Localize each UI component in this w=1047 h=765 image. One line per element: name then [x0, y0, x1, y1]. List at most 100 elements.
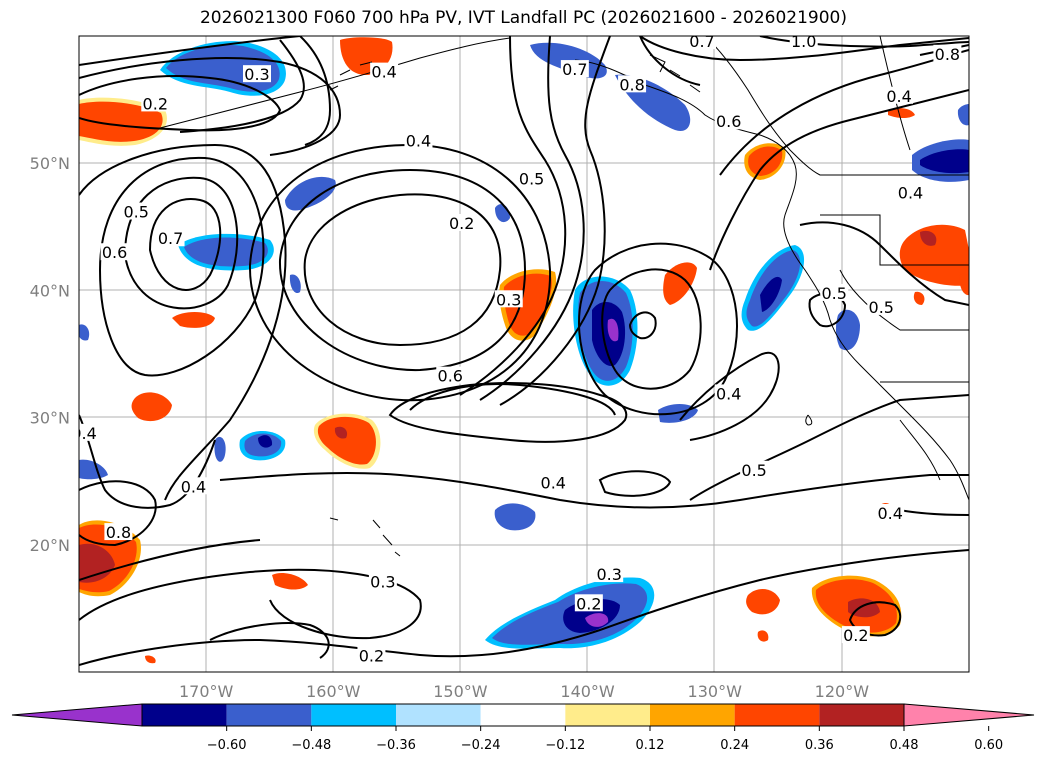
contour-label: 0.5: [519, 169, 544, 188]
lon-tick-label: 150°W: [433, 682, 488, 701]
contour-label-bg: [841, 626, 870, 644]
contour-label-bg: [494, 290, 523, 308]
contour-label: 0.3: [496, 290, 521, 309]
contour-label: 0.3: [596, 565, 621, 584]
contour-label-bg: [179, 477, 208, 495]
colorbar-frame: [141, 703, 905, 727]
contour-label: 0.4: [71, 424, 96, 443]
contour-label-bg: [368, 572, 397, 590]
contour-label: 0.4: [371, 63, 396, 82]
colorbar-swatch: [226, 704, 312, 726]
contour-label: 0.8: [935, 45, 960, 64]
contour-label: 0.4: [886, 87, 911, 106]
longitude-tick-labels: 170°W 160°W 150°W 140°W 130°W 120°W: [179, 682, 869, 701]
lat-tick-label: 30°N: [30, 409, 70, 428]
contour-label-bg: [539, 473, 568, 491]
contour-label-bg: [370, 62, 399, 80]
contour-label: 0.5: [869, 298, 894, 317]
colorbar-swatch: [650, 704, 735, 726]
contour-label: 0.5: [123, 203, 148, 222]
ivt-shading: [79, 37, 969, 664]
contour-label-bg: [100, 243, 129, 261]
contour-label-bg: [714, 112, 743, 130]
contour-label: 0.8: [619, 75, 644, 94]
contour-label-bg: [933, 44, 962, 62]
contour-label-bg: [618, 75, 647, 93]
colorbar-tick-label: −0.60: [207, 738, 247, 753]
colorbar-swatch: [480, 704, 566, 726]
latitude-tick-labels: 20°N 30°N 40°N 50°N: [30, 154, 70, 555]
lon-tick-label: 140°W: [560, 682, 615, 701]
contour-label-bg: [714, 384, 743, 402]
colorbar: −0.60 −0.48 −0.36 −0.24 −0.12 0.12 0.24 0.36 0.4…: [11, 703, 1035, 753]
contour-label: 0.2: [576, 594, 601, 613]
contour-label-bg: [156, 229, 185, 247]
contour-label: 0.7: [562, 60, 587, 79]
contour-label: 0.6: [102, 243, 127, 262]
contour-label-bg: [595, 565, 624, 583]
contour-label: 0.6: [438, 367, 463, 386]
contour-label: 0.6: [716, 112, 741, 131]
lon-tick-label: 160°W: [306, 682, 361, 701]
colorbar-tick-label: −0.36: [376, 738, 416, 753]
lon-tick-label: 170°W: [179, 682, 234, 701]
pos-blob-great-basin: [899, 224, 969, 286]
contour-label-bg: [517, 169, 546, 187]
contour-label: 0.7: [689, 32, 714, 51]
graticule: [79, 36, 969, 672]
neg-blob-south: [494, 503, 536, 531]
colorbar-max-extension: [903, 703, 1035, 727]
contour-label-bg: [740, 460, 769, 478]
colorbar-tick-label: −0.48: [291, 738, 331, 753]
contour-label-bg: [820, 283, 849, 301]
colorbar-tick-label: 0.60: [974, 738, 1003, 753]
contour-label-bg: [447, 213, 476, 231]
contour-label-bg: [896, 183, 925, 201]
positive-anomaly-regions: [79, 37, 969, 664]
contour-labels: 0.3 0.4 0.7 1.0 0.8 0.2 0.7 0.8 0.4 0.4 0.6 0.5 0.5 0…: [71, 32, 962, 665]
contour-label: 0.2: [843, 626, 868, 645]
contour-label-bg: [122, 202, 151, 220]
lat-tick-label: 20°N: [30, 536, 70, 555]
chart-title: 2026021300 F060 700 hPa PV, IVT Landfall…: [199, 8, 847, 28]
colorbar-swatch: [396, 704, 481, 726]
contour-label-bg: [876, 504, 905, 521]
neg-blob-west-pac-2: [285, 176, 336, 211]
colorbar-tick-label: 0.36: [805, 738, 834, 753]
contour-label-bg: [357, 646, 386, 664]
contour-label: 0.5: [822, 284, 847, 303]
contour-label-bg: [789, 36, 818, 50]
colorbar-swatch: [311, 704, 396, 726]
contour-label: 0.4: [181, 477, 206, 496]
contour-label: 0.5: [741, 461, 766, 480]
contour-label-bg: [688, 36, 716, 50]
contour-label-bg: [404, 131, 433, 149]
contour-label-bg: [885, 86, 914, 104]
contour-label: 0.3: [370, 573, 395, 592]
lat-tick-label: 50°N: [30, 154, 70, 173]
colorbar-min-extension: [11, 703, 143, 727]
lon-tick-label: 120°W: [815, 682, 870, 701]
negative-anomaly-regions: [79, 41, 969, 649]
contour-label-bg: [436, 366, 465, 384]
colorbar-tick-label: −0.24: [461, 738, 501, 753]
contour-label: 0.4: [406, 131, 431, 150]
contour-label: 0.3: [244, 65, 269, 84]
colorbar-swatch: [142, 704, 227, 726]
pv-contours: [79, 36, 969, 666]
contour-label-bg: [243, 65, 271, 83]
contour-label: 0.8: [106, 523, 131, 542]
colorbar-swatch: [819, 704, 904, 726]
map-plot-area: 0.3 0.4 0.7 1.0 0.8 0.2 0.7 0.8 0.4 0.4 0.6 0.5 0.5 0…: [71, 32, 969, 672]
contour-label: 0.4: [898, 183, 923, 202]
contour-0.6-west: [148, 198, 222, 291]
colorbar-tick-label: −0.12: [545, 738, 585, 753]
contour-label-bg: [867, 297, 896, 315]
colorbar-swatch: [734, 704, 820, 726]
colorbar-tick-label: 0.12: [636, 738, 665, 753]
coastlines: [159, 36, 969, 557]
contour-label-bg: [104, 523, 133, 541]
contour-label: 0.4: [877, 504, 902, 523]
contour-label: 0.2: [143, 94, 168, 113]
